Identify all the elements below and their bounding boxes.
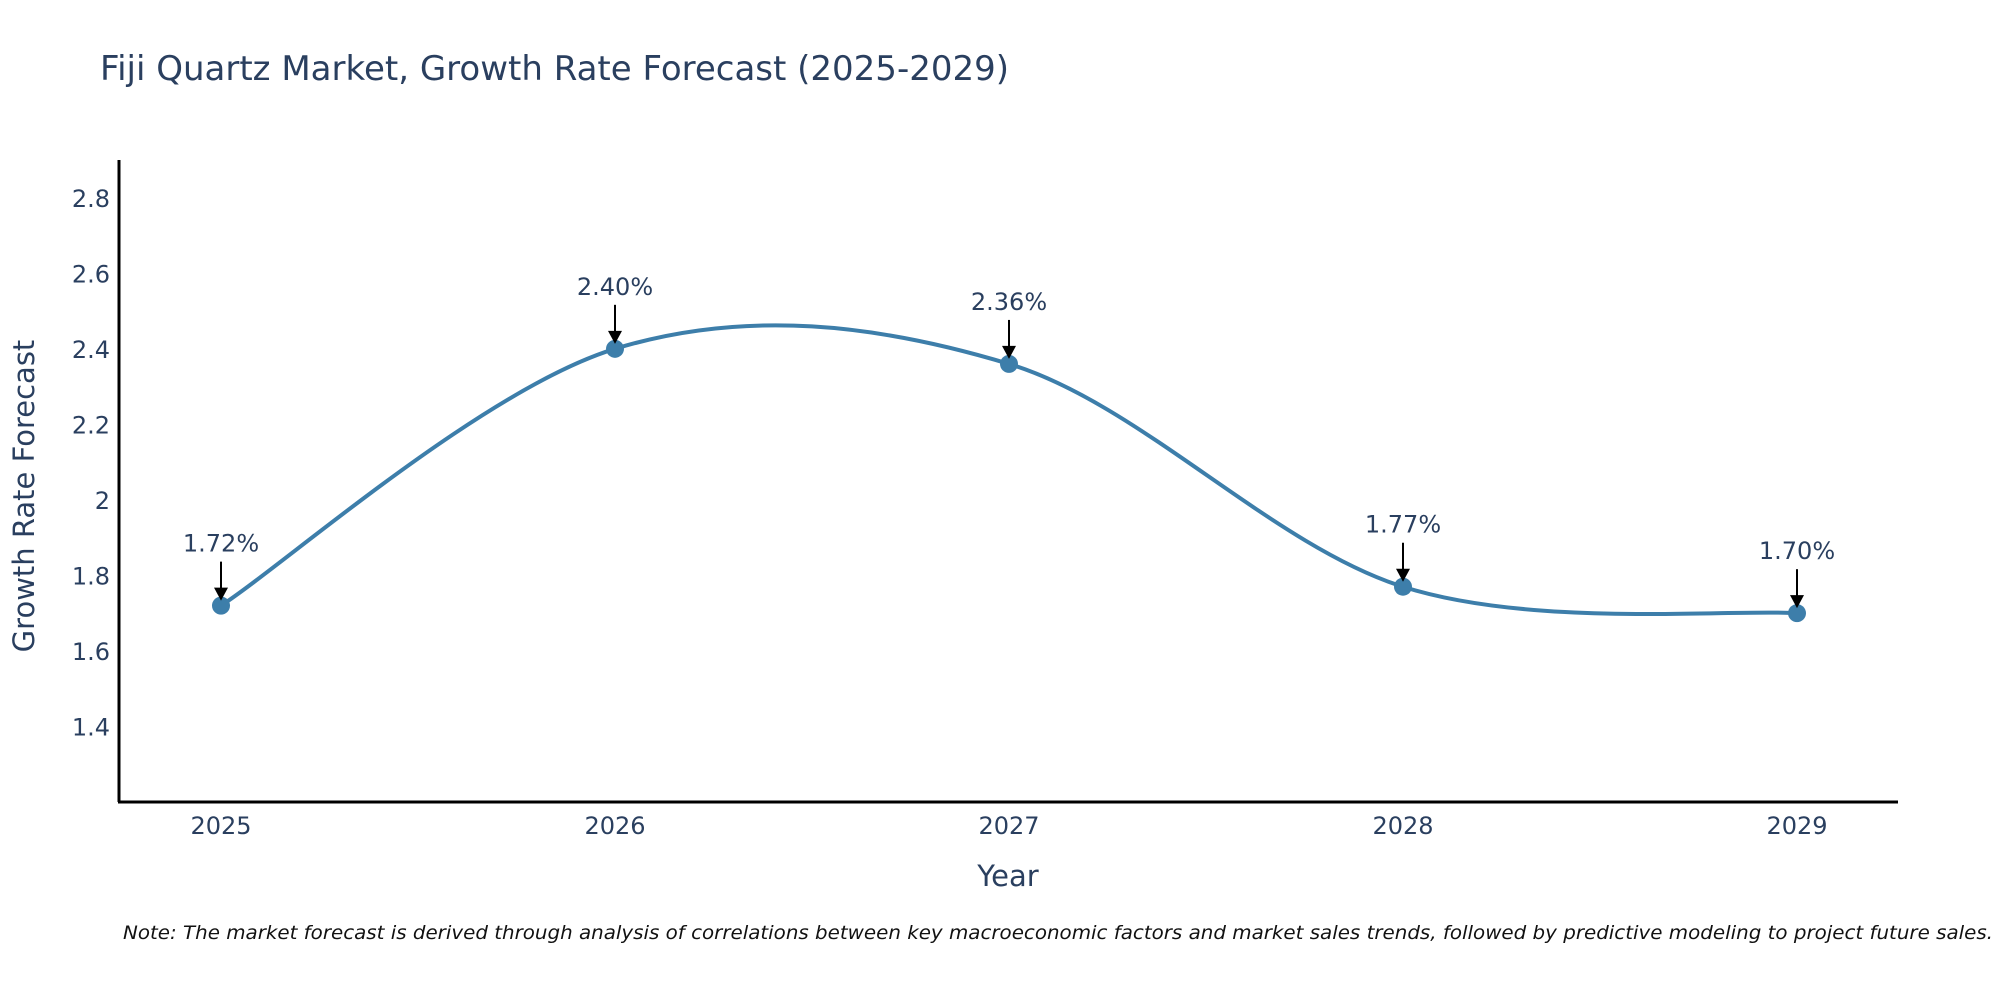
data-annotation: 2.40%	[577, 273, 653, 344]
x-tick-label: 2025	[190, 812, 251, 840]
y-tick-label: 2.2	[72, 411, 110, 439]
annotation-arrowhead	[1396, 568, 1410, 582]
y-tick-label: 1.4	[72, 713, 110, 741]
data-point	[606, 339, 624, 358]
chart-note: Note: The market forecast is derived thr…	[123, 922, 1993, 944]
x-tick-label: 2027	[978, 812, 1039, 840]
annotation-arrowhead	[1790, 595, 1804, 609]
y-tick-label: 2.8	[72, 185, 110, 213]
data-annotation: 1.70%	[1759, 537, 1835, 609]
annotation-arrowhead	[1002, 345, 1016, 359]
y-tick-label: 2.4	[72, 336, 110, 364]
data-label: 1.77%	[1365, 511, 1441, 539]
data-label: 1.70%	[1759, 537, 1835, 565]
y-tick-label: 1.8	[72, 562, 110, 590]
x-tick-label: 2026	[584, 812, 645, 840]
data-annotation: 1.77%	[1365, 511, 1441, 582]
data-point	[1000, 354, 1018, 373]
y-tick-label: 2	[95, 487, 110, 515]
x-tick-label: 2028	[1372, 812, 1433, 840]
y-tick-label: 1.6	[72, 638, 110, 666]
data-markers	[212, 339, 1806, 623]
annotation-arrowhead	[608, 330, 622, 344]
data-label: 1.72%	[183, 530, 259, 558]
x-axis-ticks: 2025 2026 2027 2028 2029	[190, 812, 1827, 840]
x-axis-title: Year	[976, 859, 1038, 893]
annotation-arrowhead	[214, 587, 228, 601]
data-annotations: 1.72% 2.40% 2.36% 1.77% 1.70%	[183, 273, 1835, 609]
y-axis-title: Growth Rate Forecast	[7, 340, 41, 653]
data-point	[1788, 604, 1806, 623]
data-annotation: 1.72%	[183, 530, 259, 601]
data-annotation: 2.36%	[971, 288, 1047, 359]
data-point	[212, 596, 230, 615]
x-tick-label: 2029	[1766, 812, 1827, 840]
chart-title: Fiji Quartz Market, Growth Rate Forecast…	[100, 49, 1009, 89]
y-tick-label: 2.6	[72, 260, 110, 288]
data-label: 2.36%	[971, 288, 1047, 316]
data-label: 2.40%	[577, 273, 653, 301]
data-point	[1394, 577, 1412, 596]
y-axis-ticks: 1.4 1.6 1.8 2 2.2 2.4 2.6 2.8	[72, 185, 110, 742]
